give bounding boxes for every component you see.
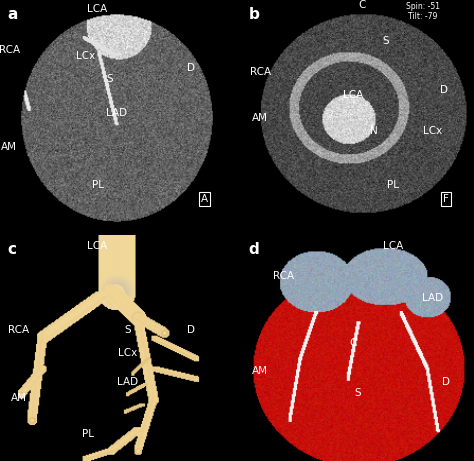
Text: RCA: RCA xyxy=(250,67,271,77)
Text: c: c xyxy=(7,242,16,257)
Text: N: N xyxy=(370,126,378,136)
Text: F: F xyxy=(443,194,449,204)
Text: LCx: LCx xyxy=(118,348,137,358)
Text: AM: AM xyxy=(252,366,268,376)
Text: RCA: RCA xyxy=(8,325,29,335)
Text: C: C xyxy=(349,338,357,349)
Text: A: A xyxy=(201,194,208,204)
Text: d: d xyxy=(249,242,259,257)
Text: D: D xyxy=(187,325,194,335)
Text: S: S xyxy=(355,388,361,398)
Text: LCA: LCA xyxy=(383,241,403,251)
Text: AM: AM xyxy=(252,112,268,123)
Text: RCA: RCA xyxy=(273,271,294,281)
Text: S: S xyxy=(106,74,112,84)
Text: S: S xyxy=(383,35,389,46)
Text: S: S xyxy=(125,325,131,335)
Text: AM: AM xyxy=(10,393,27,403)
Text: LCA: LCA xyxy=(88,4,108,14)
Text: LCA: LCA xyxy=(88,241,108,251)
Text: D: D xyxy=(440,85,448,95)
Text: Spin: -51
Tilt: -79: Spin: -51 Tilt: -79 xyxy=(406,1,440,21)
Text: LCx: LCx xyxy=(422,126,442,136)
Text: b: b xyxy=(249,7,259,22)
Text: PL: PL xyxy=(91,180,104,190)
Text: C: C xyxy=(359,0,366,10)
Text: D: D xyxy=(442,377,450,387)
Text: PL: PL xyxy=(82,429,94,439)
Text: LCA: LCA xyxy=(343,90,363,100)
Text: LAD: LAD xyxy=(421,293,443,303)
Text: a: a xyxy=(7,7,18,22)
Text: AM: AM xyxy=(1,142,17,152)
Text: LAD: LAD xyxy=(106,108,127,118)
Text: LCx: LCx xyxy=(76,52,96,61)
Text: PL: PL xyxy=(387,180,399,190)
Text: RCA: RCA xyxy=(0,45,20,55)
Text: LAD: LAD xyxy=(117,377,138,387)
Text: D: D xyxy=(187,63,194,73)
